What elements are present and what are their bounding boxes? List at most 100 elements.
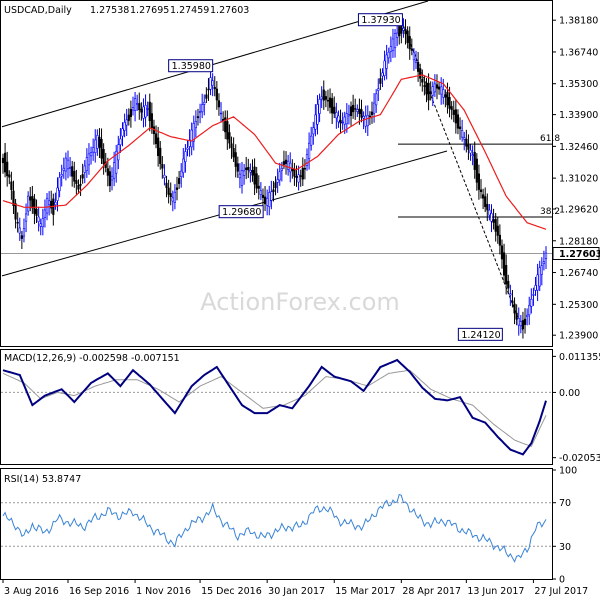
candle-body (48, 200, 51, 206)
candle-body (324, 96, 327, 100)
price-tick-label: 1.29620 (559, 205, 598, 216)
price-overlays-layer: 61.8 38.2 (1, 0, 560, 331)
candle-body (56, 187, 59, 201)
candle-body (247, 166, 250, 171)
candle-body (66, 159, 70, 170)
candle-body (173, 191, 177, 203)
candle-body (85, 157, 88, 171)
candle-body (404, 29, 407, 35)
candle-body (268, 192, 271, 207)
candle-body (343, 116, 346, 125)
candle-body (320, 96, 323, 100)
candle-body (337, 115, 340, 123)
candle-body (272, 189, 275, 192)
candle-body (387, 51, 390, 59)
candle-body (113, 162, 116, 179)
candle-body (108, 171, 112, 186)
candle-body (129, 108, 132, 117)
candle-body (437, 86, 441, 90)
candle-body (502, 252, 506, 276)
current-price-box (552, 247, 600, 261)
candle-body (475, 158, 478, 183)
ohlc-low: 1.27459 (170, 5, 209, 16)
price-tick-label: 1.35300 (559, 79, 598, 90)
candle-body (398, 26, 401, 37)
candle-body (35, 209, 38, 216)
candle-body (209, 77, 212, 90)
rsi-panel-frame (0, 468, 553, 580)
candle-body (81, 174, 84, 179)
candle-body (213, 86, 216, 90)
candle-body (50, 200, 53, 209)
candle-body (297, 174, 300, 183)
candle-body (463, 137, 466, 140)
candle-body (29, 196, 32, 201)
candle-body (444, 94, 447, 98)
candle-body (157, 137, 160, 157)
candle-body (542, 261, 546, 265)
candle-body (180, 170, 183, 177)
candle-body (523, 318, 527, 325)
candle-body (314, 114, 317, 130)
candle-body (148, 101, 151, 122)
candle-body (127, 114, 130, 121)
price-tick-label: 1.32460 (559, 142, 598, 153)
candle-body (68, 167, 72, 169)
candle-body (423, 85, 426, 87)
candle-body (486, 203, 489, 211)
candle-body (261, 194, 265, 198)
channel-upper-line (1, 0, 429, 128)
candle-body (433, 83, 436, 93)
candle-body (27, 195, 30, 212)
date-tick-label: 1 Nov 2016 (136, 586, 191, 597)
candle-body (519, 321, 522, 327)
candle-body (142, 106, 145, 119)
candle-body (540, 265, 543, 275)
candle-body (377, 88, 380, 91)
price-tick-label: 1.23900 (559, 331, 598, 342)
key-level-label: 1.29680 (222, 207, 261, 218)
ohlc-open: 1.27538 (90, 5, 129, 16)
candle-body (60, 173, 63, 177)
candle-body (303, 167, 306, 170)
candle-body (467, 144, 470, 150)
price-tick-label: 1.36740 (559, 47, 598, 58)
moving-average-line (2, 74, 547, 230)
candle-body (8, 174, 11, 178)
candle-body (381, 72, 384, 77)
candle-body (201, 104, 204, 113)
candle-body (251, 170, 254, 176)
key-level-box (457, 327, 503, 341)
candle-body (94, 139, 97, 153)
ohlc-high: 1.27695 (130, 5, 169, 16)
candle-body (414, 60, 418, 63)
candle-body (345, 113, 348, 125)
rsi-layer (1, 493, 552, 563)
candle-body (18, 227, 21, 234)
candle-body (498, 234, 501, 246)
candle-body (461, 130, 464, 138)
candle-body (240, 170, 244, 186)
candle-body (182, 158, 185, 173)
candle-body (253, 166, 256, 185)
candle-body (106, 168, 109, 176)
candle-body (138, 103, 141, 111)
candle-body (448, 97, 451, 109)
candle-body (287, 160, 290, 170)
candle-body (243, 170, 246, 176)
candle-body (331, 98, 334, 114)
candle-body (358, 108, 361, 114)
candle-body (115, 151, 118, 174)
candle-body (31, 196, 34, 209)
candle-body (263, 196, 267, 205)
candle-body (429, 91, 432, 95)
candle-body (341, 121, 344, 124)
candle-body (507, 280, 510, 289)
candle-body (454, 109, 457, 124)
rsi-tick-label: 30 (559, 542, 571, 553)
candle-body (307, 142, 311, 159)
candle-body (234, 152, 237, 167)
candle-body (446, 91, 449, 106)
